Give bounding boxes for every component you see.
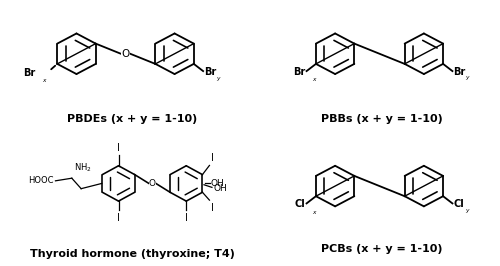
- Text: Br: Br: [454, 67, 466, 77]
- Text: O: O: [149, 179, 156, 188]
- Text: HOOC: HOOC: [28, 176, 53, 185]
- Text: I: I: [117, 143, 120, 153]
- Text: OH: OH: [213, 184, 227, 193]
- Text: O: O: [122, 49, 130, 59]
- Text: Br: Br: [204, 67, 216, 77]
- Text: I: I: [117, 213, 120, 223]
- Text: PCBs (x + y = 1-10): PCBs (x + y = 1-10): [321, 244, 442, 254]
- Text: NH$_2$: NH$_2$: [74, 162, 92, 174]
- Text: $_x$: $_x$: [312, 75, 318, 84]
- Text: I: I: [210, 153, 214, 163]
- Text: Thyroid hormone (thyroxine; T4): Thyroid hormone (thyroxine; T4): [30, 249, 235, 259]
- Text: PBDEs (x + y = 1-10): PBDEs (x + y = 1-10): [68, 114, 198, 124]
- Text: PBBs (x + y = 1-10): PBBs (x + y = 1-10): [321, 114, 442, 124]
- Text: $_y$: $_y$: [465, 74, 470, 83]
- Text: $_y$: $_y$: [464, 207, 470, 216]
- Text: Br: Br: [23, 68, 35, 78]
- Text: $_x$: $_x$: [312, 208, 318, 217]
- Text: OH: OH: [211, 179, 224, 188]
- Text: I: I: [210, 203, 214, 213]
- Text: $_y$: $_y$: [216, 75, 222, 84]
- Text: Cl: Cl: [294, 199, 306, 209]
- Text: Br: Br: [293, 67, 306, 77]
- Text: I: I: [185, 213, 188, 223]
- Text: Cl: Cl: [454, 199, 464, 209]
- Text: $_x$: $_x$: [42, 76, 48, 85]
